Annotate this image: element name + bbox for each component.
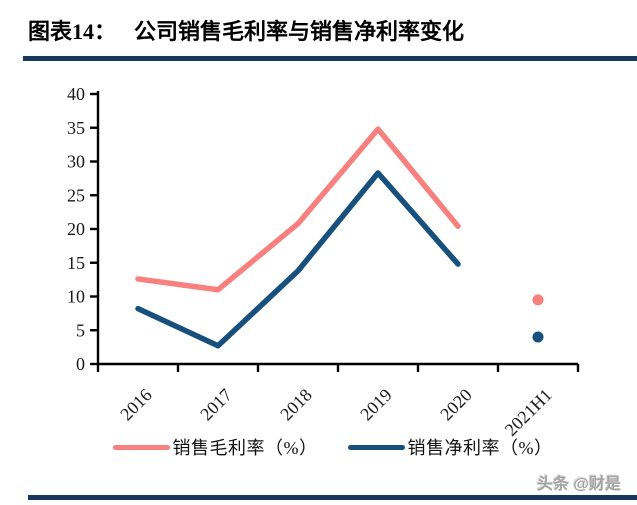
x-tick-label: 2018 [276,385,316,425]
series-dot-0 [532,294,544,306]
gross-margin-legend-label: 销售毛利率（%） [172,438,318,458]
x-tick-label: 2017 [196,385,236,425]
x-tick-label: 2021H1 [501,385,556,440]
series-line-1 [135,170,461,349]
chart-legend: 销售毛利率（%） 销售净利率（%） [14,434,637,460]
y-tick-label: 25 [67,185,85,205]
legend-entry-net-margin: 销售净利率（%） [347,434,553,460]
watermark-text: 头条 @财是 [536,476,621,493]
y-tick-label: 40 [67,84,85,104]
y-tick-label: 20 [67,219,85,239]
chart-title: 图表14： 公司销售毛利率与销售净利率变化 [28,14,464,46]
y-tick-label: 5 [76,320,85,340]
net-margin-legend-label: 销售净利率（%） [407,438,553,458]
series-line-0 [135,126,461,293]
net-margin-swatch-icon [347,444,405,450]
chart-svg: 0 5 10 15 20 25 30 35 40 2016 2017 2018 2019 2020 2021… [67,84,580,440]
y-tick-label: 10 [67,287,85,307]
bottom-rule [28,495,637,500]
y-tick-label: 30 [67,152,85,172]
x-tick-label: 2019 [356,385,396,425]
x-tick-label: 2020 [436,385,476,425]
y-tick-label: 15 [67,253,85,273]
title-underline-rule [23,56,637,61]
y-tick-label: 0 [76,354,85,374]
figure-number-label: 图表14： [28,19,117,44]
legend-entry-gross-margin: 销售毛利率（%） [112,434,318,460]
chart-title-text: 公司销售毛利率与销售净利率变化 [134,19,465,44]
x-tick-label: 2016 [116,385,156,425]
axes [90,91,580,372]
gross-margin-swatch-icon [112,444,170,450]
y-tick-label: 35 [67,118,85,138]
series-dot-1 [532,331,544,343]
